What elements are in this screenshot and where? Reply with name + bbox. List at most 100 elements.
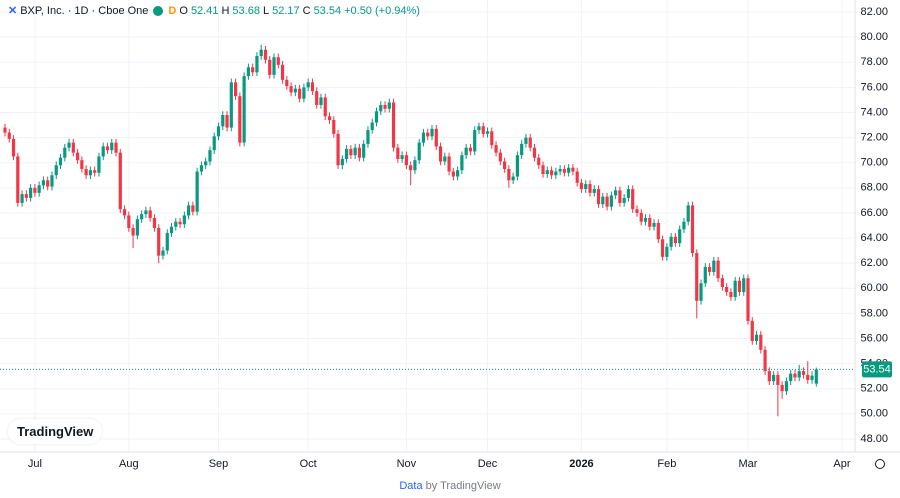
x-tick-label: Aug bbox=[119, 458, 139, 470]
candle-body bbox=[199, 165, 204, 172]
candle-body bbox=[772, 374, 776, 382]
candle-body bbox=[379, 104, 383, 112]
candle-body bbox=[605, 196, 609, 207]
candle-body bbox=[750, 320, 754, 342]
candle-body bbox=[169, 226, 174, 234]
candle-body bbox=[784, 381, 789, 392]
candle-body bbox=[481, 126, 485, 134]
candle-body bbox=[208, 150, 212, 162]
candle-body bbox=[310, 82, 315, 92]
candle-body bbox=[473, 130, 477, 152]
candle-body bbox=[588, 184, 592, 193]
candle-body bbox=[430, 128, 434, 137]
y-tick-label: 52.00 bbox=[860, 383, 888, 395]
candle-body bbox=[396, 147, 400, 159]
candle-body bbox=[3, 127, 7, 133]
price-label: 53.54 bbox=[863, 363, 891, 375]
candle-body bbox=[11, 138, 16, 157]
candle-body bbox=[716, 260, 720, 279]
candle-body bbox=[451, 171, 455, 177]
x-tick-label: Mar bbox=[739, 458, 758, 470]
candle-body bbox=[631, 189, 635, 210]
candle-body bbox=[639, 212, 643, 222]
candle-body bbox=[387, 102, 391, 109]
footer-text: by TradingView bbox=[425, 480, 501, 492]
candle-body bbox=[140, 214, 144, 220]
candle-body bbox=[165, 233, 169, 251]
candle-body bbox=[511, 176, 515, 181]
candle-body bbox=[404, 155, 408, 166]
candle-body bbox=[152, 217, 157, 229]
candle-body bbox=[238, 96, 242, 143]
candle-body bbox=[174, 221, 178, 227]
candle-body bbox=[434, 128, 438, 147]
y-tick-label: 56.00 bbox=[860, 332, 888, 344]
candle-body bbox=[789, 373, 793, 382]
candle-body bbox=[729, 292, 733, 298]
candle-body bbox=[742, 278, 746, 293]
candle-body bbox=[421, 132, 426, 143]
ohlc-value: 53.68 bbox=[232, 4, 260, 17]
candle-body bbox=[46, 180, 50, 187]
candle-body bbox=[306, 82, 310, 88]
candle-body bbox=[682, 221, 686, 230]
candle-body bbox=[438, 146, 443, 162]
candle-body bbox=[255, 55, 259, 73]
candle-body bbox=[345, 148, 349, 159]
x-tick-label: Apr bbox=[833, 458, 850, 470]
symbol[interactable]: BXP, Inc. · 1D · Cboe One bbox=[20, 4, 149, 17]
y-tick-label: 62.00 bbox=[860, 257, 888, 269]
y-tick-label: 48.00 bbox=[860, 433, 888, 445]
candle-body bbox=[622, 197, 626, 203]
candle-body bbox=[302, 87, 306, 99]
logo[interactable]: TradingView bbox=[8, 419, 103, 444]
candle-body bbox=[366, 130, 370, 144]
candle-body bbox=[464, 147, 468, 156]
candle-body bbox=[532, 147, 537, 158]
candle-body bbox=[298, 88, 302, 99]
candle-body bbox=[490, 131, 494, 146]
price-label-box bbox=[862, 361, 892, 378]
candle-body bbox=[319, 97, 323, 105]
candle-body bbox=[456, 170, 460, 177]
candle-body bbox=[409, 165, 413, 171]
candle-body bbox=[110, 142, 114, 151]
candle-body bbox=[703, 266, 707, 284]
candle-body bbox=[50, 175, 54, 187]
candle-body bbox=[695, 253, 699, 301]
candle-body bbox=[596, 189, 601, 205]
y-tick-label: 82.00 bbox=[860, 6, 888, 18]
status-dot bbox=[153, 5, 164, 16]
candle-body bbox=[242, 76, 246, 143]
x-tick-label: Jul bbox=[28, 458, 42, 470]
footer: Data by TradingView bbox=[0, 480, 900, 492]
candle-body bbox=[460, 155, 464, 171]
candle-body bbox=[272, 57, 276, 75]
candle-body bbox=[233, 82, 238, 97]
candle-body bbox=[71, 142, 75, 153]
candle-body bbox=[558, 168, 562, 172]
candle-body bbox=[562, 168, 566, 173]
candle-body bbox=[20, 194, 24, 203]
y-tick-label: 74.00 bbox=[860, 106, 888, 118]
candle-body bbox=[229, 82, 233, 128]
x-tick-label: Nov bbox=[397, 458, 417, 470]
x-tick-label: Sep bbox=[209, 458, 229, 470]
candle-body bbox=[353, 147, 357, 156]
candle-body bbox=[263, 49, 268, 60]
candle-body bbox=[686, 205, 690, 222]
candle-body bbox=[327, 116, 332, 121]
footer-link[interactable]: Data bbox=[399, 480, 423, 492]
badge: D bbox=[168, 4, 177, 17]
symbol-icon: ✕ bbox=[8, 5, 18, 17]
candle-body bbox=[336, 133, 340, 166]
candle-body bbox=[63, 147, 67, 158]
candle-body bbox=[567, 167, 571, 173]
candle-body bbox=[759, 334, 763, 350]
candle-body bbox=[37, 185, 41, 193]
candle-body bbox=[246, 67, 250, 77]
candle-body bbox=[370, 122, 374, 131]
candle-body bbox=[251, 67, 255, 73]
candle-body bbox=[660, 239, 665, 257]
candle-body bbox=[554, 171, 558, 176]
